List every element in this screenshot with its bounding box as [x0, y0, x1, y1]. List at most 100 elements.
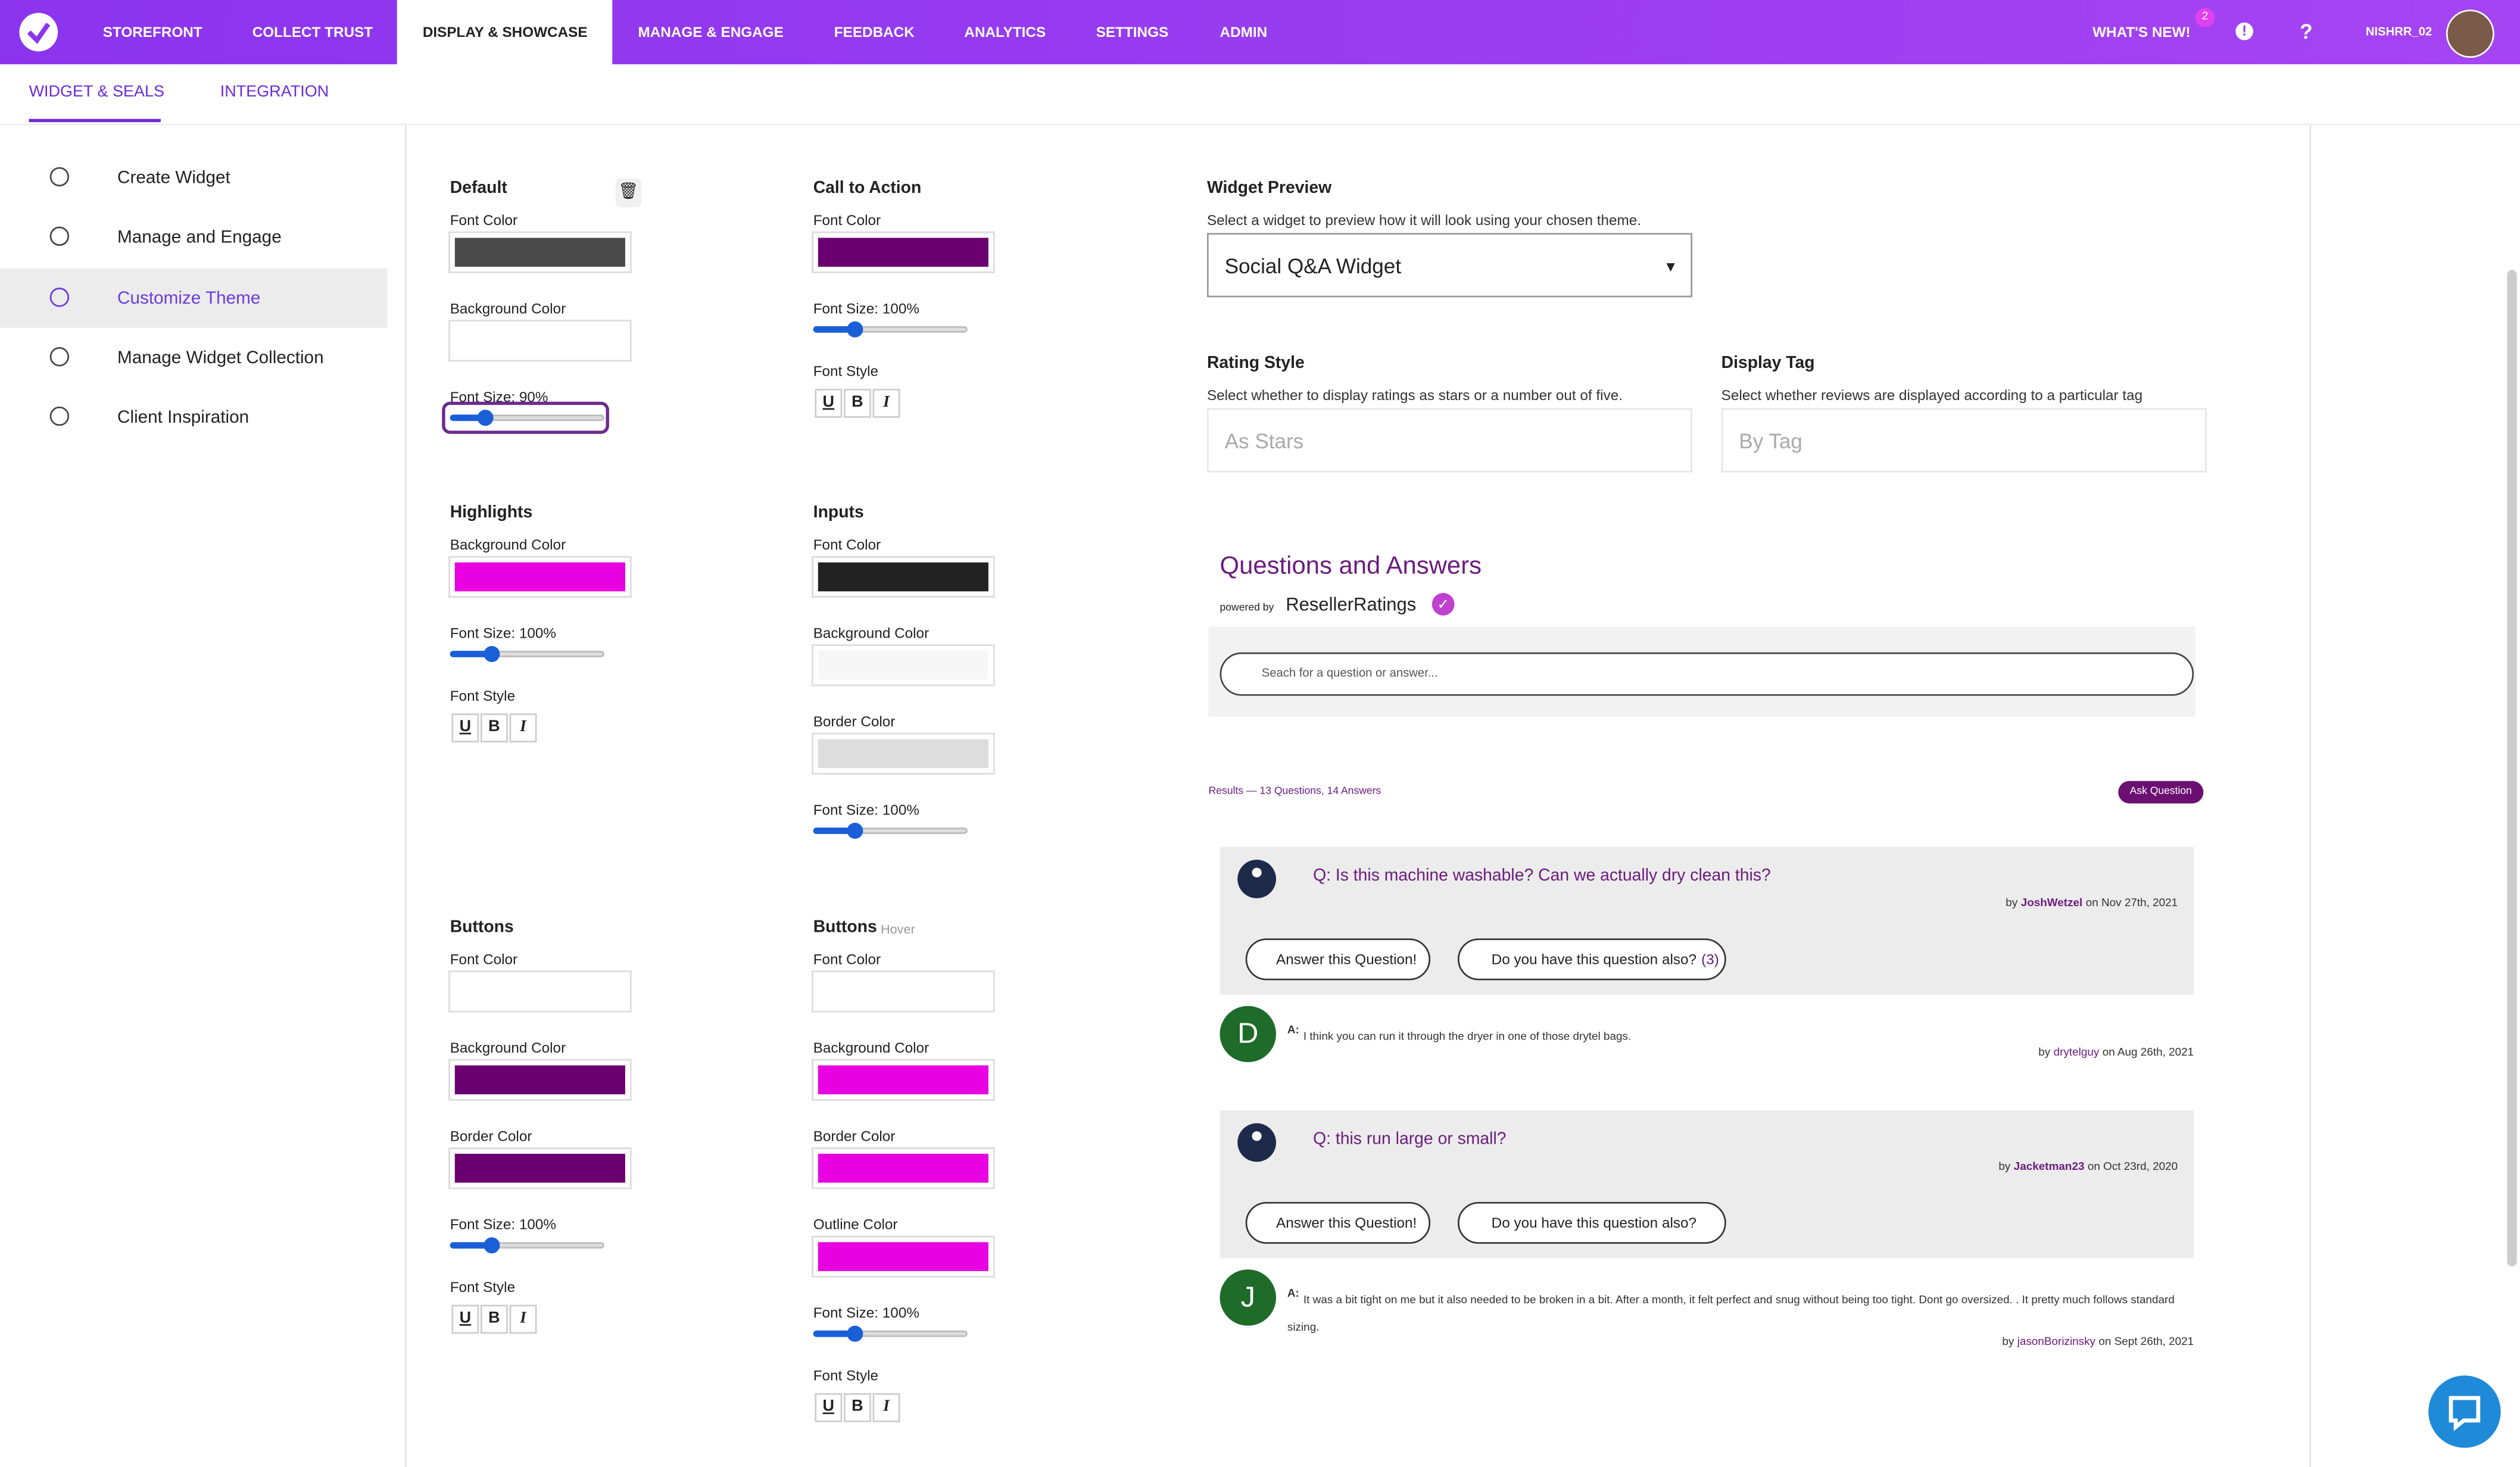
style-button[interactable]: U — [815, 1393, 843, 1422]
also-button[interactable]: Do you have this question also? (3) — [1457, 938, 1726, 981]
color-swatch[interactable] — [448, 1147, 632, 1190]
slider-thumb[interactable] — [847, 1325, 863, 1342]
color-swatch[interactable] — [811, 231, 995, 273]
sidebar-icon — [49, 288, 70, 307]
sidebar-item[interactable]: Client Inspiration — [117, 408, 249, 427]
color-swatch[interactable] — [811, 970, 995, 1013]
style-button[interactable]: U — [815, 389, 843, 418]
byline-author[interactable]: JoshWetzel — [2020, 898, 2083, 910]
slider-thumb[interactable] — [484, 645, 500, 662]
alert-icon[interactable]: ! — [2235, 22, 2253, 40]
section-subtitle: Hover — [881, 922, 915, 937]
help-icon[interactable]: ? — [2300, 19, 2313, 43]
divider — [2309, 125, 2312, 1467]
also-text: Do you have this question also? — [1491, 951, 1697, 967]
style-button[interactable]: B — [843, 1393, 871, 1422]
tag-select[interactable]: By Tag — [1721, 408, 2207, 473]
color-swatch[interactable] — [811, 644, 995, 686]
logo[interactable] — [19, 13, 58, 52]
field-label: Font Style — [813, 363, 879, 379]
style-button[interactable]: I — [509, 713, 537, 742]
slider-thumb[interactable] — [477, 410, 494, 426]
question: Q: Is this machine washable? Can we actu… — [1313, 866, 1771, 886]
user-icon — [1237, 859, 1277, 898]
question-byline: by Jacketman23 on Oct 23rd, 2020 — [1995, 1162, 2178, 1173]
nav-item[interactable]: ANALYTICS — [964, 24, 1046, 40]
byline-date: on Oct 23rd, 2020 — [2087, 1162, 2178, 1173]
widget-select[interactable]: Social Q&A Widget ▼ — [1206, 233, 1693, 298]
byline-author[interactable]: jasonBorizinsky — [2017, 1337, 2096, 1349]
style-button[interactable]: I — [509, 1304, 537, 1334]
field-label: Font Color — [813, 212, 881, 229]
user-name[interactable]: NISHRR_02 — [2365, 24, 2432, 39]
slider-thumb[interactable] — [847, 822, 863, 839]
color-swatch[interactable] — [448, 1059, 632, 1101]
sidebar-item[interactable]: Manage Widget Collection — [117, 348, 324, 369]
sidebar-icon — [49, 406, 70, 426]
style-button[interactable]: B — [481, 713, 508, 742]
byline-by: by — [2002, 1337, 2014, 1349]
ask-question[interactable]: Ask Question — [2118, 781, 2204, 804]
color-swatch[interactable] — [811, 555, 995, 598]
sidebar-item[interactable]: Create Widget — [117, 168, 230, 188]
color-swatch[interactable] — [811, 1235, 995, 1278]
style-button[interactable]: B — [481, 1304, 508, 1334]
divider — [0, 123, 2520, 126]
answer-button[interactable]: Answer this Question! — [1245, 1201, 1431, 1244]
rating-select[interactable]: As Stars — [1206, 408, 1693, 473]
also-button[interactable]: Do you have this question also? — [1457, 1201, 1726, 1244]
slider-fill — [813, 326, 855, 333]
style-button[interactable]: U — [451, 713, 479, 742]
rating-title: Rating Style — [1206, 353, 1305, 373]
user-icon-head — [1252, 867, 1262, 878]
sidebar-item[interactable]: Manage and Engage — [117, 228, 282, 248]
nav-item[interactable]: SETTINGS — [1096, 24, 1169, 40]
slider-fill — [450, 414, 486, 422]
style-button[interactable]: I — [872, 389, 900, 418]
style-button[interactable]: I — [872, 1393, 900, 1422]
byline-author[interactable]: drytelguy — [2053, 1047, 2100, 1059]
answer-avatar: D — [1220, 1006, 1277, 1063]
subnav-tab[interactable]: INTEGRATION — [220, 83, 329, 102]
nav-item[interactable]: COLLECT TRUST — [252, 24, 373, 40]
answer-button[interactable]: Answer this Question! — [1245, 938, 1431, 981]
section-title: Inputs — [813, 502, 864, 523]
answer-byline: by drytelguy on Aug 26th, 2021 — [2035, 1048, 2194, 1059]
chat-button[interactable] — [2428, 1375, 2501, 1448]
preview-title: Widget Preview — [1206, 178, 1332, 198]
section-title: Default — [450, 178, 507, 198]
byline-author[interactable]: Jacketman23 — [2013, 1162, 2085, 1173]
whats-new[interactable]: WHAT'S NEW! — [2092, 24, 2191, 40]
color-swatch[interactable] — [448, 555, 632, 598]
color-swatch[interactable] — [811, 1147, 995, 1190]
nav-item[interactable]: MANAGE & ENGAGE — [638, 24, 784, 40]
answer-byline: by jasonBorizinsky on Sept 26th, 2021 — [1999, 1337, 2194, 1349]
also-text: Do you have this question also? — [1491, 1215, 1697, 1231]
sidebar-item[interactable]: Customize Theme — [117, 289, 261, 309]
nav-active-bg — [397, 0, 613, 64]
color-swatch[interactable] — [448, 970, 632, 1013]
color-swatch[interactable] — [448, 320, 632, 362]
style-button[interactable]: B — [843, 389, 871, 418]
answer-prefix: A: — [1287, 1025, 1299, 1037]
slider-fill — [450, 651, 492, 657]
nav-item[interactable]: FEEDBACK — [834, 24, 915, 40]
nav-item[interactable]: ADMIN — [1220, 24, 1268, 40]
subnav-tab[interactable]: WIDGET & SEALS — [29, 83, 165, 102]
color-swatch[interactable] — [811, 732, 995, 775]
byline-by: by — [2006, 898, 2018, 910]
search-input[interactable]: Seach for a question or answer... — [1220, 652, 2194, 696]
slider-thumb[interactable] — [847, 321, 863, 338]
slider-thumb[interactable] — [484, 1237, 500, 1254]
scrollbar[interactable] — [2507, 270, 2517, 1266]
nav-item[interactable]: DISPLAY & SHOWCASE — [422, 24, 588, 40]
field-label: Font Style — [450, 688, 516, 704]
tag-description: Select whether reviews are displayed acc… — [1721, 387, 2143, 404]
brand-check: ✓ — [1431, 592, 1455, 616]
avatar[interactable] — [2446, 10, 2494, 58]
color-swatch[interactable] — [448, 231, 632, 273]
color-swatch[interactable] — [811, 1059, 995, 1101]
delete-button[interactable]: 🗑 — [615, 178, 641, 208]
style-button[interactable]: U — [451, 1304, 479, 1334]
nav-item[interactable]: STOREFRONT — [102, 24, 202, 40]
